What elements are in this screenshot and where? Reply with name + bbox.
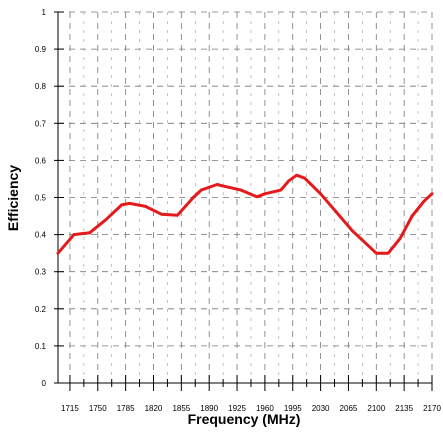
x-tick-label: 2170 bbox=[423, 404, 441, 413]
data-point bbox=[160, 212, 163, 216]
y-tick-label: 0.9 bbox=[35, 45, 47, 54]
y-tick-label: 0.1 bbox=[35, 342, 47, 351]
data-point bbox=[120, 203, 124, 207]
data-point bbox=[287, 179, 291, 183]
data-point bbox=[263, 192, 267, 196]
y-tick-label: 0.8 bbox=[35, 82, 47, 91]
y-tick-label: 0.6 bbox=[35, 156, 47, 165]
x-tick-label: 2065 bbox=[340, 404, 358, 413]
x-tick-label: 1855 bbox=[172, 404, 190, 413]
y-tick-label: 0.7 bbox=[35, 119, 47, 128]
y-tick-label: 0.5 bbox=[35, 194, 47, 203]
data-point bbox=[215, 183, 219, 186]
data-point bbox=[351, 229, 354, 233]
x-tick-label: 1890 bbox=[200, 404, 218, 413]
data-point bbox=[175, 213, 179, 217]
x-tick-label: 1750 bbox=[89, 404, 107, 413]
data-point bbox=[366, 244, 370, 248]
data-point bbox=[279, 188, 283, 192]
y-tick-labels: 0 0.1 0.2 0.3 0.4 0.5 0.6 0.7 0.8 0.9 1 bbox=[35, 8, 47, 388]
data-point bbox=[422, 199, 426, 203]
x-tick-label: 1925 bbox=[228, 404, 246, 413]
y-tick-label: 0.3 bbox=[35, 268, 47, 277]
x-tick-label: 2100 bbox=[367, 404, 385, 413]
y-tick-label: 0 bbox=[42, 379, 47, 388]
y-tick-label: 0.2 bbox=[35, 305, 47, 314]
y-tick-label: 0.4 bbox=[35, 231, 47, 240]
data-point bbox=[199, 188, 203, 192]
axes bbox=[54, 11, 433, 391]
data-point bbox=[144, 205, 147, 208]
data-point bbox=[72, 233, 76, 237]
data-point bbox=[374, 251, 378, 255]
data-point bbox=[430, 192, 434, 196]
data-point bbox=[191, 196, 195, 199]
data-point bbox=[398, 236, 402, 240]
data-point bbox=[319, 192, 322, 196]
data-point bbox=[386, 251, 390, 255]
x-tick-label: 1785 bbox=[117, 404, 135, 413]
data-point bbox=[128, 202, 132, 205]
x-tick-label: 2030 bbox=[312, 404, 330, 413]
x-tick-label: 1960 bbox=[256, 404, 274, 413]
x-tick-label: 2135 bbox=[395, 404, 413, 413]
data-point bbox=[335, 210, 338, 214]
x-tick-labels: 1715 1750 1785 1820 1855 1890 1925 1960 1995 2030… bbox=[61, 404, 441, 413]
x-axis-title: Frequency (MHz) bbox=[188, 411, 301, 427]
y-tick-label: 1 bbox=[42, 8, 47, 17]
data-point bbox=[410, 214, 414, 218]
x-tick-label: 1715 bbox=[61, 404, 79, 413]
x-tick-label: 1995 bbox=[284, 404, 302, 413]
data-point bbox=[104, 218, 108, 222]
data-point bbox=[239, 188, 243, 192]
series-lines bbox=[56, 173, 434, 255]
data-point bbox=[303, 176, 307, 180]
data-point bbox=[88, 231, 92, 235]
grid-lines bbox=[58, 11, 433, 383]
data-point bbox=[223, 184, 227, 188]
x-tick-label: 1820 bbox=[145, 404, 163, 413]
data-point bbox=[255, 195, 259, 199]
data-point bbox=[56, 251, 60, 255]
y-axis-title: Efficiency bbox=[5, 165, 21, 231]
data-point bbox=[295, 173, 299, 177]
